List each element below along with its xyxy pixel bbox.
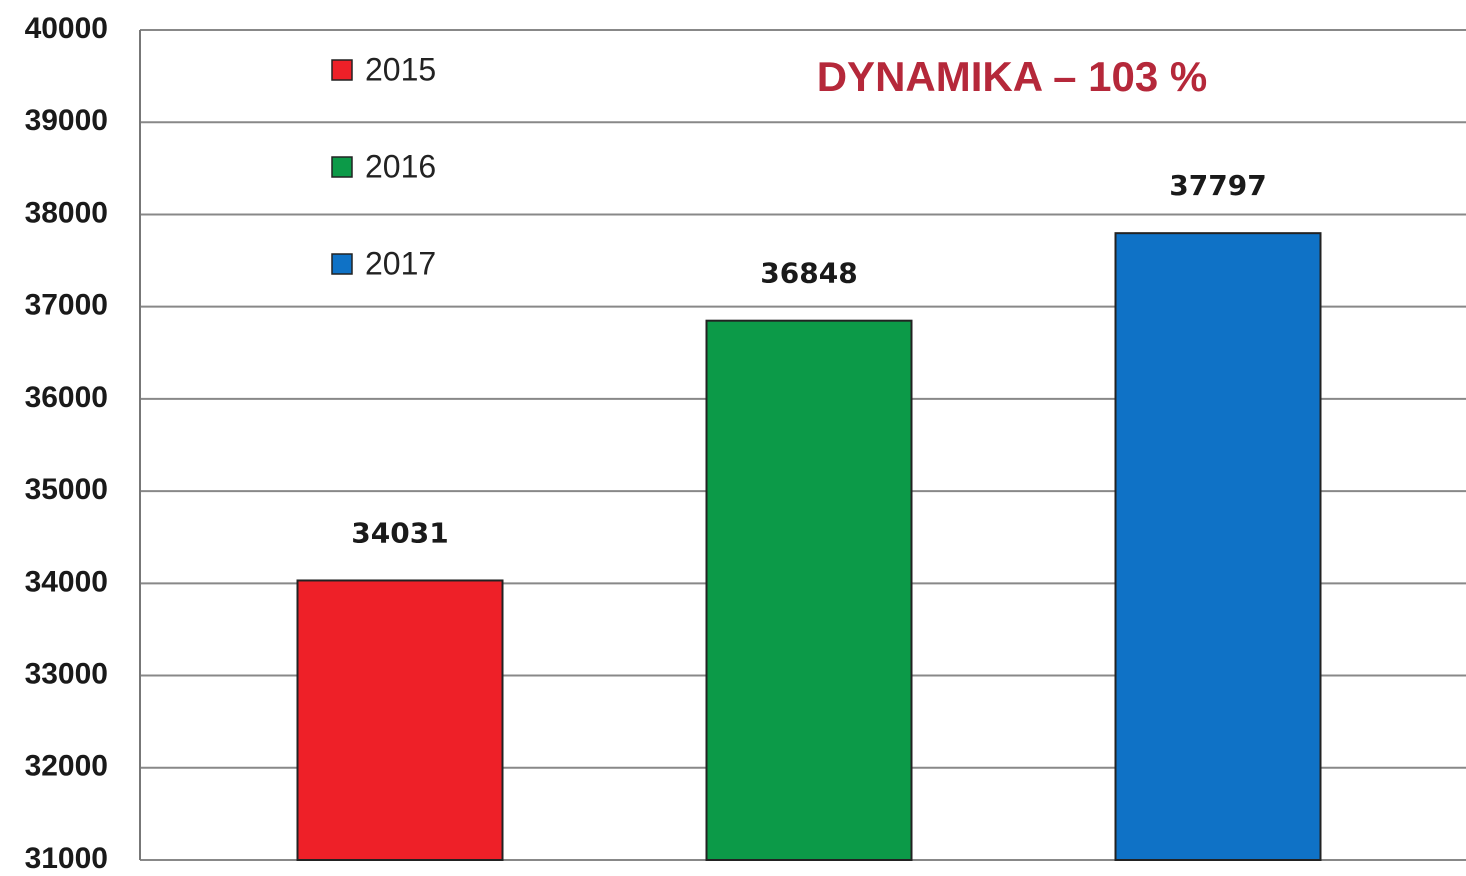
y-tick-label: 32000 (25, 750, 108, 783)
value-label: 34031 (351, 516, 448, 549)
value-label: 37797 (1169, 169, 1266, 202)
legend-swatch (331, 156, 353, 178)
y-tick-label: 39000 (25, 104, 108, 137)
y-tick-label: 31000 (25, 842, 108, 875)
annotation: DYNAMIKA – 103 % (817, 53, 1208, 100)
bar (1114, 232, 1322, 862)
value-label: 36848 (760, 257, 857, 290)
legend-swatch (331, 59, 353, 81)
bar (296, 579, 504, 861)
y-tick-label: 35000 (25, 473, 108, 506)
y-tick-label: 33000 (25, 657, 108, 690)
y-tick-label: 34000 (25, 565, 108, 598)
legend-label: 2017 (365, 245, 436, 281)
bar (705, 319, 913, 861)
y-tick-label: 37000 (25, 289, 108, 322)
legend-label: 2015 (365, 51, 436, 87)
legend-swatch (331, 253, 353, 275)
y-tick-label: 36000 (25, 381, 108, 414)
legend-label: 2016 (365, 148, 436, 184)
y-tick-label: 38000 (25, 196, 108, 229)
y-tick-label: 40000 (25, 12, 108, 45)
